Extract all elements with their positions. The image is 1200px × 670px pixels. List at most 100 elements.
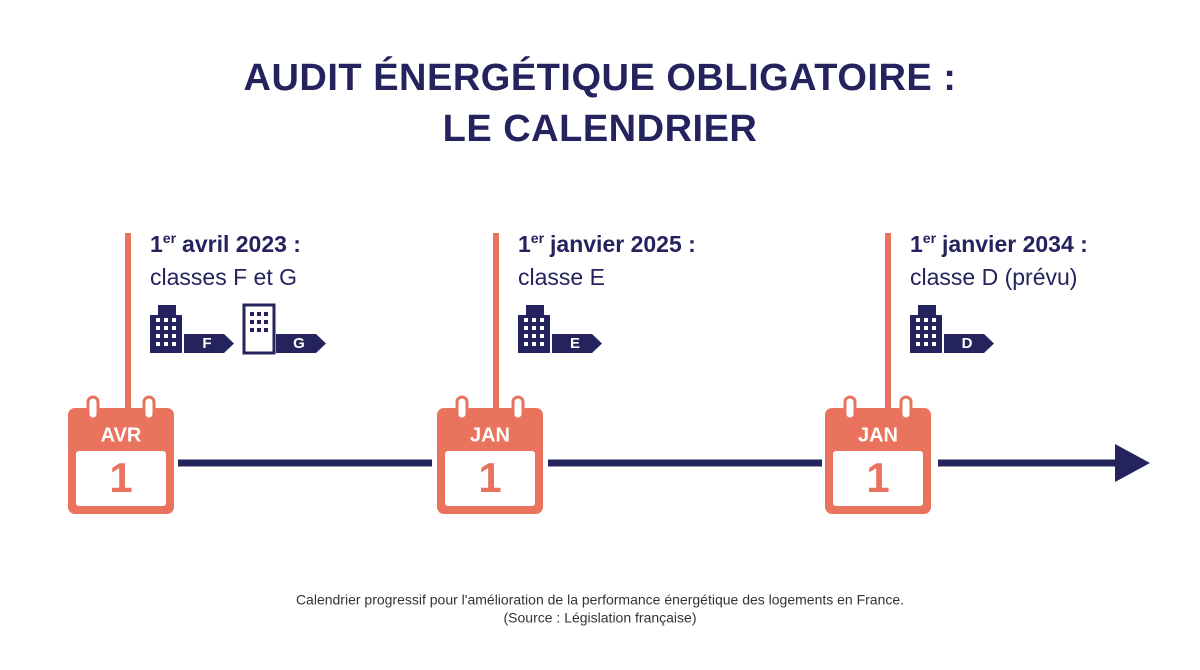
building-window bbox=[916, 334, 920, 338]
date-rest: janvier 2025 : bbox=[549, 231, 696, 257]
building-window bbox=[524, 326, 528, 330]
calendar-page bbox=[833, 451, 923, 506]
calendar-ring bbox=[86, 395, 100, 421]
building-window bbox=[264, 328, 268, 332]
building-window bbox=[172, 334, 176, 338]
building-window bbox=[524, 318, 528, 322]
class-label: F bbox=[202, 335, 211, 352]
calendar-ring bbox=[899, 395, 913, 421]
class-tag bbox=[184, 334, 234, 353]
class-label: E bbox=[570, 335, 580, 352]
date-day: 1 bbox=[150, 231, 163, 257]
caption-line: Calendrier progressif pour l'amélioratio… bbox=[296, 592, 904, 608]
caption-line: (Source : Législation française) bbox=[504, 610, 697, 626]
building-window bbox=[916, 326, 920, 330]
date-suffix: er bbox=[163, 230, 177, 246]
building-window bbox=[932, 318, 936, 322]
building-window bbox=[540, 318, 544, 322]
building-window bbox=[524, 342, 528, 346]
building-window bbox=[257, 320, 261, 324]
calendar-ring bbox=[455, 395, 469, 421]
building-window bbox=[924, 342, 928, 346]
building-icon bbox=[150, 305, 182, 353]
event-date: 1er janvier 2034 : bbox=[910, 230, 1088, 257]
building-window bbox=[532, 318, 536, 322]
calendar-day: 1 bbox=[866, 454, 889, 501]
class-label: D bbox=[962, 335, 973, 352]
class-tag bbox=[276, 334, 326, 353]
calendar-ring bbox=[511, 395, 525, 421]
building-window bbox=[932, 342, 936, 346]
date-day: 1 bbox=[910, 231, 923, 257]
building-window bbox=[916, 342, 920, 346]
building-window bbox=[257, 312, 261, 316]
building-window bbox=[257, 328, 261, 332]
building-window bbox=[250, 312, 254, 316]
building-window bbox=[156, 318, 160, 322]
event-description: classe D (prévu) bbox=[910, 264, 1077, 290]
calendar-icon: JAN 1 bbox=[825, 395, 931, 514]
building-window bbox=[924, 326, 928, 330]
building-window bbox=[164, 334, 168, 338]
building-window bbox=[532, 334, 536, 338]
building-icon bbox=[910, 305, 942, 353]
building-icon bbox=[518, 305, 550, 353]
date-day: 1 bbox=[518, 231, 531, 257]
calendar-month: JAN bbox=[858, 424, 898, 446]
calendar-month: JAN bbox=[470, 424, 510, 446]
building-window bbox=[532, 342, 536, 346]
calendar-ring bbox=[843, 395, 857, 421]
event-description: classes F et G bbox=[150, 264, 297, 290]
building-window bbox=[932, 326, 936, 330]
building-window bbox=[164, 318, 168, 322]
date-suffix: er bbox=[923, 230, 937, 246]
title-line: AUDIT ÉNERGÉTIQUE OBLIGATOIRE : bbox=[244, 55, 957, 99]
event-date: 1er janvier 2025 : bbox=[518, 230, 696, 257]
building-window bbox=[932, 334, 936, 338]
building-window bbox=[264, 312, 268, 316]
building-window bbox=[172, 318, 176, 322]
building-icon bbox=[242, 303, 276, 355]
building-window bbox=[532, 326, 536, 330]
building-window bbox=[924, 318, 928, 322]
calendar-ring bbox=[142, 395, 156, 421]
building-window bbox=[156, 334, 160, 338]
building-window bbox=[924, 334, 928, 338]
building-window bbox=[540, 326, 544, 330]
calendar-month: AVR bbox=[101, 424, 142, 446]
calendar-icon: JAN 1 bbox=[437, 395, 543, 514]
class-label: G bbox=[293, 335, 305, 352]
event-description: classe E bbox=[518, 264, 605, 290]
calendar-icon: AVR 1 bbox=[68, 395, 174, 514]
date-rest: avril 2023 : bbox=[182, 231, 301, 257]
calendar-day: 1 bbox=[109, 454, 132, 501]
building-window bbox=[164, 342, 168, 346]
building-window bbox=[540, 342, 544, 346]
building-window bbox=[250, 320, 254, 324]
class-tag bbox=[944, 334, 994, 353]
building-window bbox=[172, 326, 176, 330]
building-window bbox=[172, 342, 176, 346]
class-tag bbox=[552, 334, 602, 353]
building-window bbox=[524, 334, 528, 338]
timeline bbox=[178, 444, 1150, 482]
building-window bbox=[540, 334, 544, 338]
title-line: LE CALENDRIER bbox=[443, 108, 758, 150]
date-suffix: er bbox=[531, 230, 545, 246]
building-window bbox=[916, 318, 920, 322]
building-window bbox=[264, 320, 268, 324]
timeline-arrow bbox=[1115, 444, 1150, 482]
building-window bbox=[250, 328, 254, 332]
building-window bbox=[156, 342, 160, 346]
building-window bbox=[156, 326, 160, 330]
calendar-day: 1 bbox=[478, 454, 501, 501]
event-date: 1er avril 2023 : bbox=[150, 230, 301, 257]
building-window bbox=[164, 326, 168, 330]
calendar-page bbox=[76, 451, 166, 506]
date-rest: janvier 2034 : bbox=[941, 231, 1088, 257]
calendar-page bbox=[445, 451, 535, 506]
